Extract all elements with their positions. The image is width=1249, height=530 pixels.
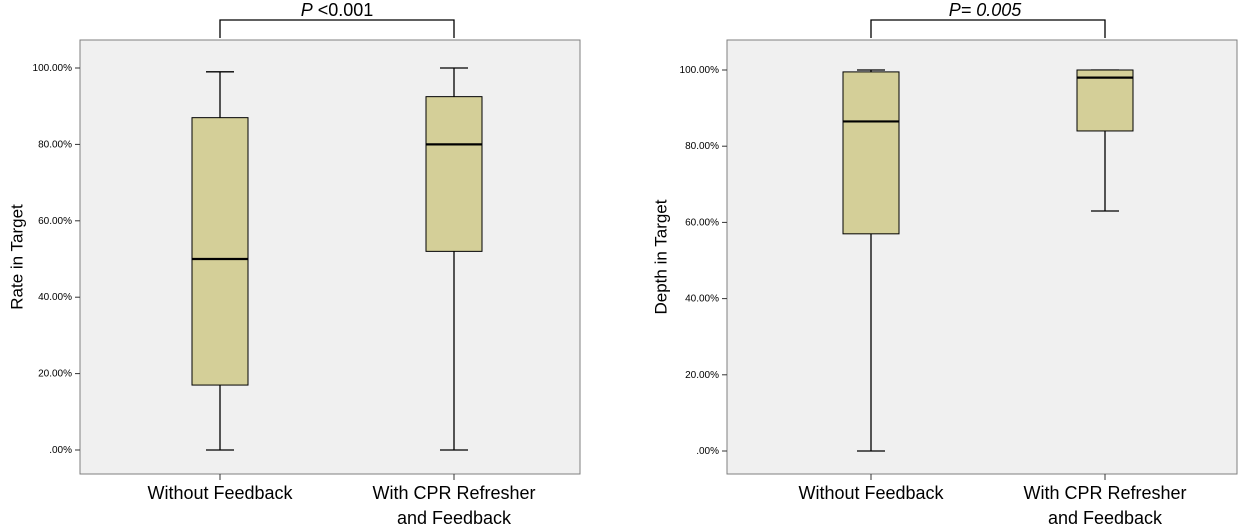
y-tick-label: 60.00%	[685, 217, 719, 228]
y-axis-label: Depth in Target	[651, 199, 670, 314]
y-tick-label: 20.00%	[38, 369, 72, 380]
y-tick-label: 60.00%	[38, 216, 72, 227]
box-iqr	[842, 71, 900, 235]
y-tick-label: 100.00%	[33, 63, 73, 74]
p-value-annotation: P <0.001	[301, 0, 374, 20]
plot-area	[79, 39, 581, 475]
box-1	[842, 69, 900, 452]
y-tick-label: 40.00%	[38, 292, 72, 303]
y-tick-label: 20.00%	[685, 370, 719, 381]
x-category-label: and Feedback	[397, 508, 512, 528]
chart-panel-1: .00% 20.00% 40.00% 60.00% 80.00% 100.00% Rate …	[7, 0, 581, 528]
x-category-label: Without Feedback	[798, 483, 944, 503]
plot-area	[726, 39, 1238, 475]
significance-bracket	[219, 19, 455, 38]
y-tick-label: .00%	[696, 446, 719, 457]
p-value-annotation: P= 0.005	[949, 0, 1023, 20]
box-iqr	[191, 117, 249, 386]
p-value-italic: P= 0.005	[949, 0, 1023, 20]
box-2	[1076, 69, 1134, 212]
y-tick-label: 100.00%	[680, 65, 720, 76]
x-category-label: With CPR Refresher	[372, 483, 535, 503]
significance-bracket	[870, 19, 1106, 38]
y-tick-label: 80.00%	[38, 139, 72, 150]
box-iqr	[425, 96, 483, 252]
y-axis-label: Rate in Target	[7, 204, 26, 310]
p-value-text: <0.001	[313, 0, 374, 20]
box-iqr	[1076, 69, 1134, 132]
chart-panel-2: .00% 20.00% 40.00% 60.00% 80.00% 100.00% Depth…	[651, 0, 1238, 528]
y-tick-label: 80.00%	[685, 141, 719, 152]
x-category-label: With CPR Refresher	[1023, 483, 1186, 503]
x-category-label: Without Feedback	[147, 483, 293, 503]
y-tick-label: 40.00%	[685, 294, 719, 305]
box-1	[191, 71, 249, 451]
box-2	[425, 67, 483, 451]
x-category-label: and Feedback	[1048, 508, 1163, 528]
y-tick-label: .00%	[49, 445, 72, 456]
p-value-italic: P	[301, 0, 313, 20]
